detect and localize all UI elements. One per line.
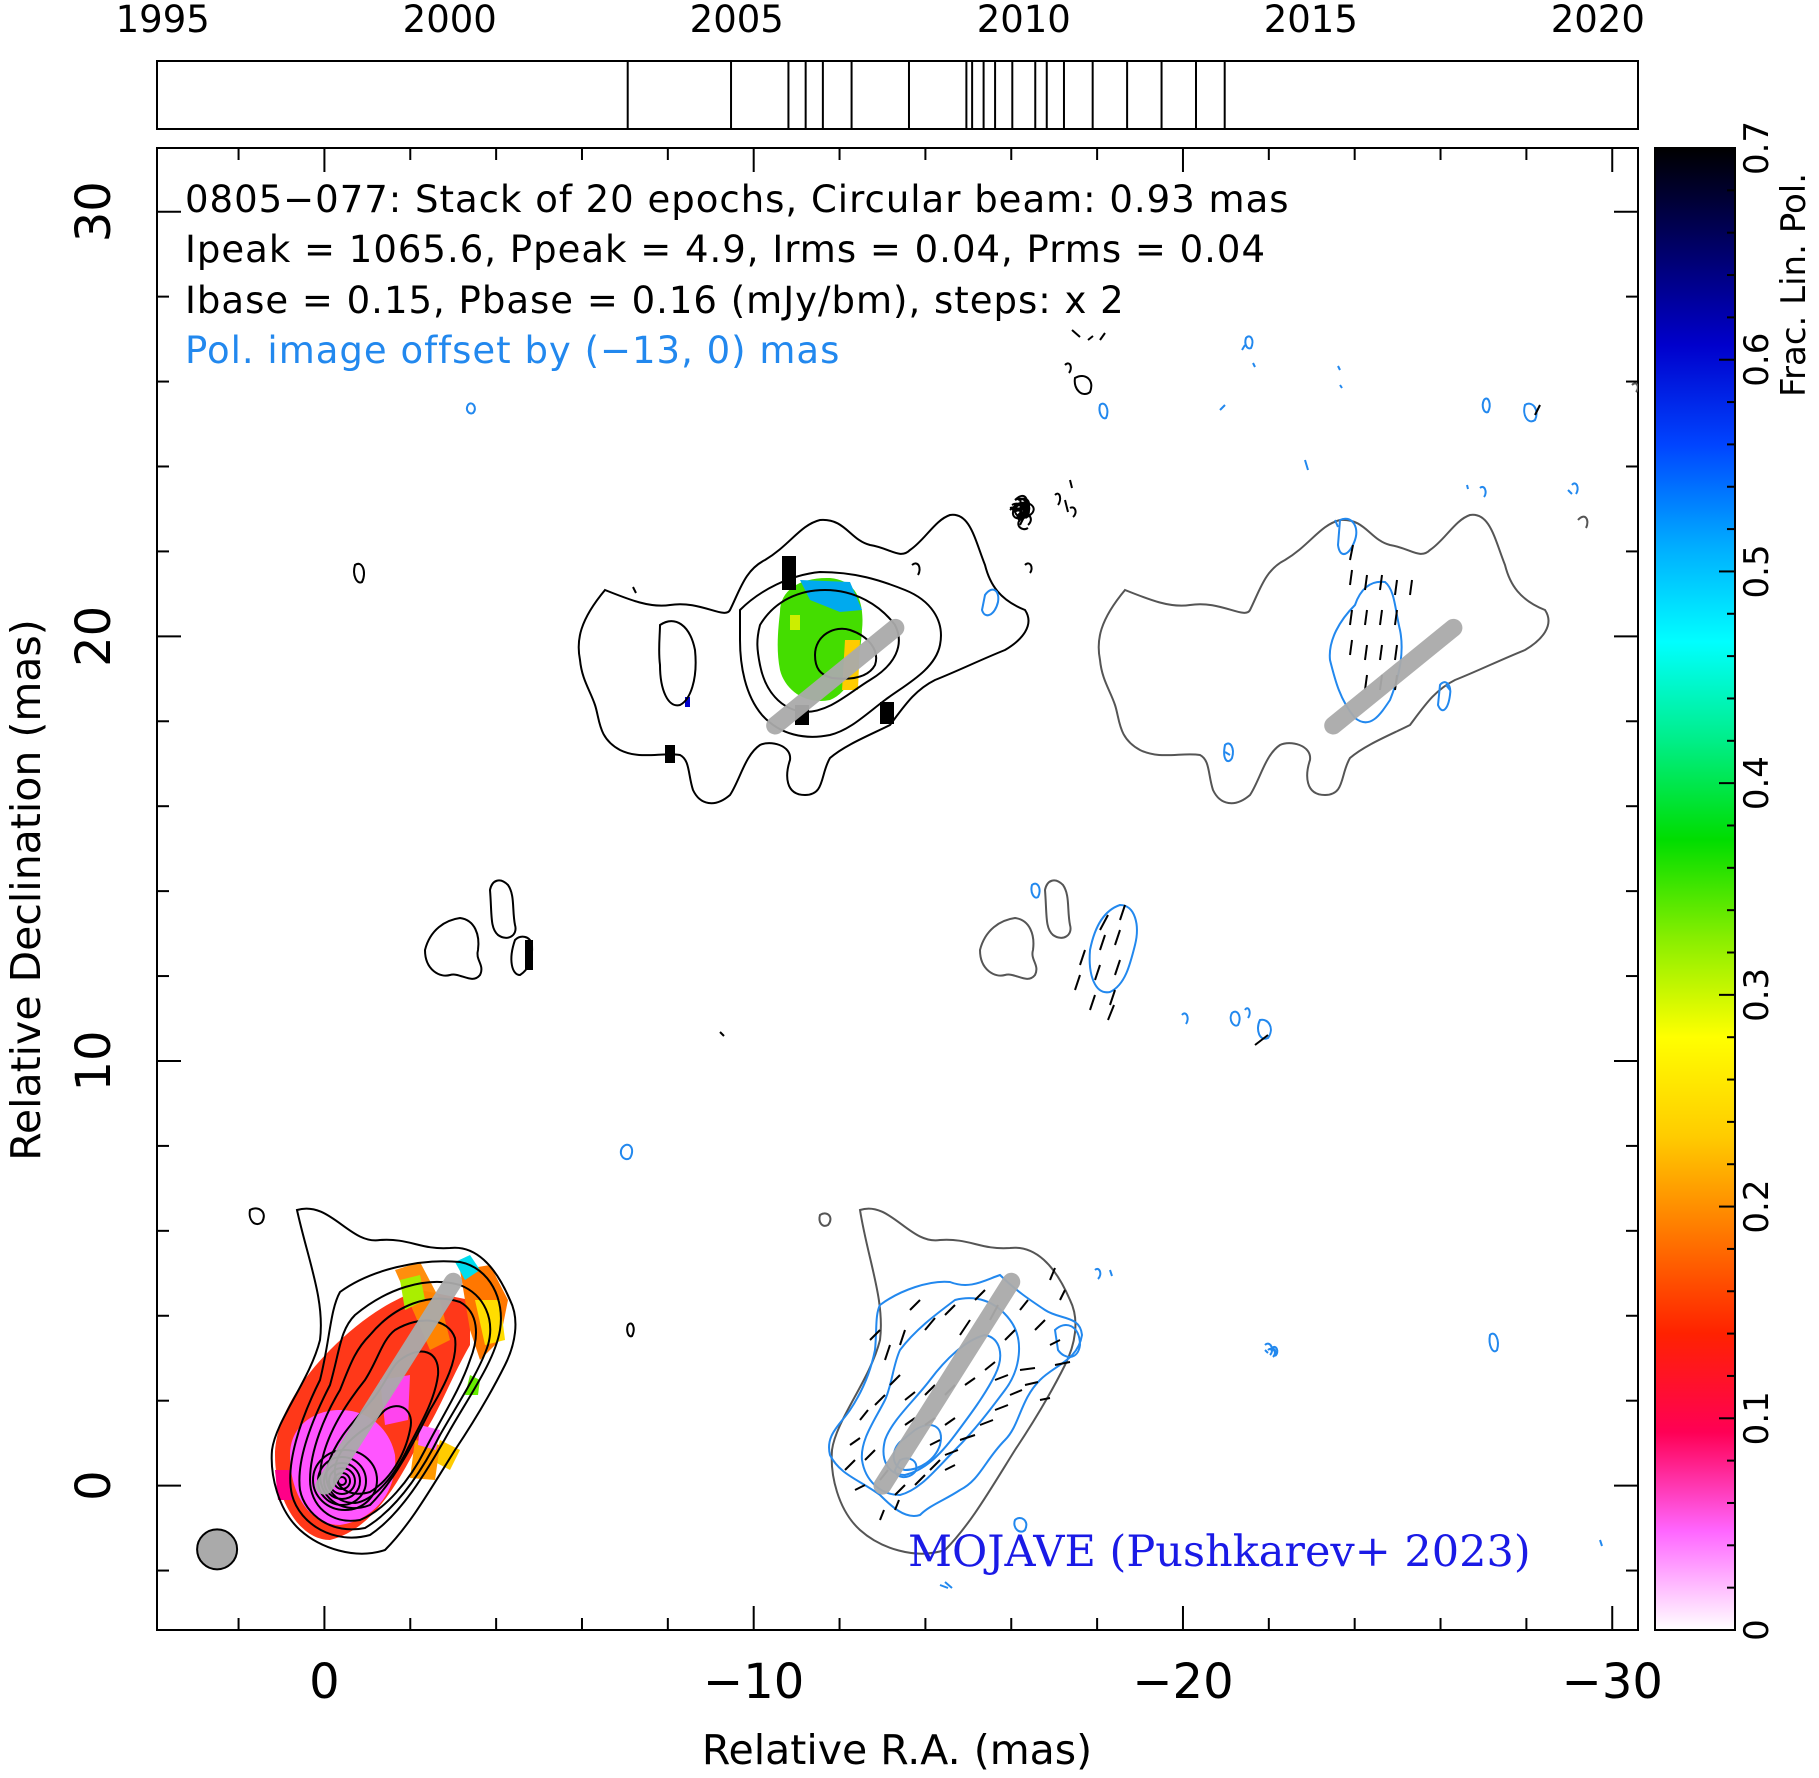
colorbar-ticks: 0 0.1 0.2 0.3 0.4 0.5 0.6 0.7 [1719, 121, 1777, 1641]
ridgelines [315, 618, 1463, 1495]
ridgeline [766, 618, 905, 735]
x-tick-label: −10 [703, 1654, 804, 1710]
timeline-epoch-marks [626, 61, 1226, 129]
timeline-year-label: 2020 [1551, 0, 1645, 41]
stokes-i-contours-left [248, 1207, 635, 1555]
y-tick-label: 0 [66, 1470, 122, 1501]
y-tick-labels: 0 10 20 30 [66, 181, 122, 1501]
timeline-year-label: 2000 [403, 0, 497, 41]
timeline-year-label: 2005 [690, 0, 784, 41]
y-tick-label: 10 [66, 1030, 122, 1091]
timeline-year-label: 1995 [116, 0, 210, 41]
x-tick-labels: 0 −10 −20 −30 [309, 1654, 1663, 1710]
pol-contours [465, 335, 1603, 1589]
stokes-i-contours-knot-left [353, 329, 1106, 805]
ridgeline [315, 1272, 463, 1495]
pol-offset-note: Pol. image offset by (−13, 0) mas [185, 329, 840, 372]
annotation-line-1: 0805−077: Stack of 20 epochs, Circular b… [185, 178, 1290, 221]
annotation-line-3: Ibase = 0.15, Pbase = 0.16 (mJy/bm), ste… [185, 279, 1125, 322]
timeline-year-label: 2015 [1264, 0, 1358, 41]
x-tick-label: 0 [309, 1654, 340, 1710]
epoch-timeline: 1995 2000 2005 2010 2015 2020 [116, 0, 1645, 130]
timeline-year-label: 2010 [977, 0, 1071, 41]
restoring-beam [196, 1528, 239, 1571]
colorbar: 0 0.1 0.2 0.3 0.4 0.5 0.6 0.7 Frac. Lin. Pol. [1654, 121, 1814, 1641]
colorbar-tick-label: 0 [1737, 1619, 1777, 1641]
ridgeline [873, 1272, 1021, 1495]
x-tick-label: −20 [1132, 1654, 1233, 1710]
map-axis-ticks [157, 148, 1638, 1630]
ridgeline [1324, 618, 1463, 735]
credit-label: MOJAVE (Pushkarev+ 2023) [908, 1527, 1531, 1577]
contour-map: 0 −10 −20 −30 0 10 20 30 0805−077: Stack of 20… [2, 147, 1663, 1774]
annotation-line-2: Ipeak = 1065.6, Ppeak = 4.9, Irms = 0.04… [185, 228, 1266, 271]
colorbar-tick-label: 0.6 [1737, 333, 1777, 387]
pol-image-offset-i-outline [818, 382, 1638, 1555]
x-axis-label: Relative R.A. (mas) [702, 1726, 1092, 1774]
timeline-tick-labels: 1995 2000 2005 2010 2015 2020 [116, 0, 1645, 41]
colorbar-gradient [1654, 147, 1736, 1631]
colorbar-label: Frac. Lin. Pol. [1774, 173, 1814, 397]
map-content [196, 329, 1638, 1589]
colorbar-tick-label: 0.5 [1737, 544, 1777, 598]
stokes-i-contours-mid-left [423, 879, 725, 1037]
colorbar-tick-label: 0.1 [1737, 1391, 1777, 1445]
colorbar-tick-label: 0.7 [1737, 121, 1777, 175]
colorbar-tick-label: 0.4 [1737, 756, 1777, 810]
colorbar-tick-label: 0.3 [1737, 968, 1777, 1022]
y-tick-label: 20 [66, 606, 122, 667]
timeline-frame [156, 60, 1639, 130]
x-tick-label: −30 [1562, 1654, 1663, 1710]
y-tick-label: 30 [66, 181, 122, 242]
colorbar-tick-label: 0.2 [1737, 1180, 1777, 1234]
y-axis-label: Relative Declination (mas) [2, 619, 50, 1161]
